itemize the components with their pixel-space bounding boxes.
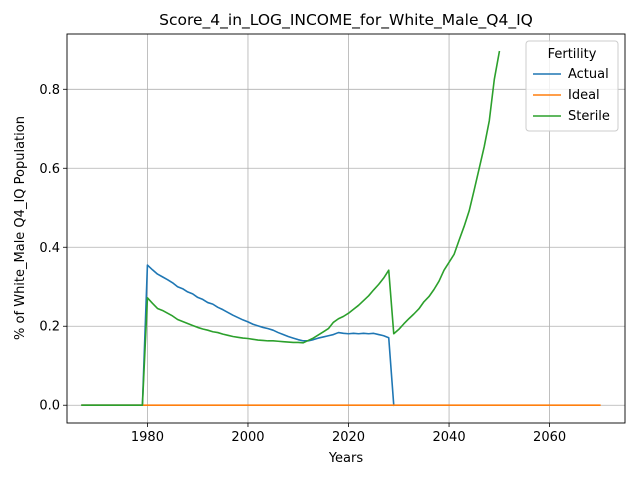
y-tick-label: 0.8 (39, 83, 60, 98)
x-tick-label: 2060 (533, 430, 566, 445)
x-axis-label: Years (328, 451, 364, 466)
legend-label-ideal: Ideal (568, 88, 600, 103)
x-tick-label: 2000 (231, 430, 264, 445)
plot-frame (66, 33, 626, 424)
legend-title: Fertility (548, 47, 597, 62)
series-line-actual (81, 264, 395, 407)
chart-title: Score_4_in_LOG_INCOME_for_White_Male_Q4_… (159, 11, 533, 30)
legend-entries: Actual Ideal Sterile (533, 67, 610, 124)
y-axis-label: % of White_Male Q4_IQ Population (13, 116, 28, 340)
y-tick-label: 0.4 (39, 241, 60, 256)
series-line-sterile (81, 50, 501, 407)
legend: Fertility Actual Ideal Sterile (525, 40, 619, 132)
y-tick-label: 0.2 (39, 320, 60, 335)
series-lines (81, 50, 601, 407)
x-tick-label: 2040 (433, 430, 466, 445)
x-tick-label: 1980 (131, 430, 164, 445)
y-tick-label: 0.0 (39, 399, 60, 414)
legend-box (525, 40, 619, 132)
legend-label-sterile: Sterile (568, 109, 610, 124)
axis-ticks: 1980 2000 2020 2040 2060 0.0 0.2 0.4 0.6 0.8 (39, 83, 566, 445)
x-tick-label: 2020 (332, 430, 365, 445)
legend-label-actual: Actual (568, 67, 609, 82)
y-tick-label: 0.6 (39, 162, 60, 177)
